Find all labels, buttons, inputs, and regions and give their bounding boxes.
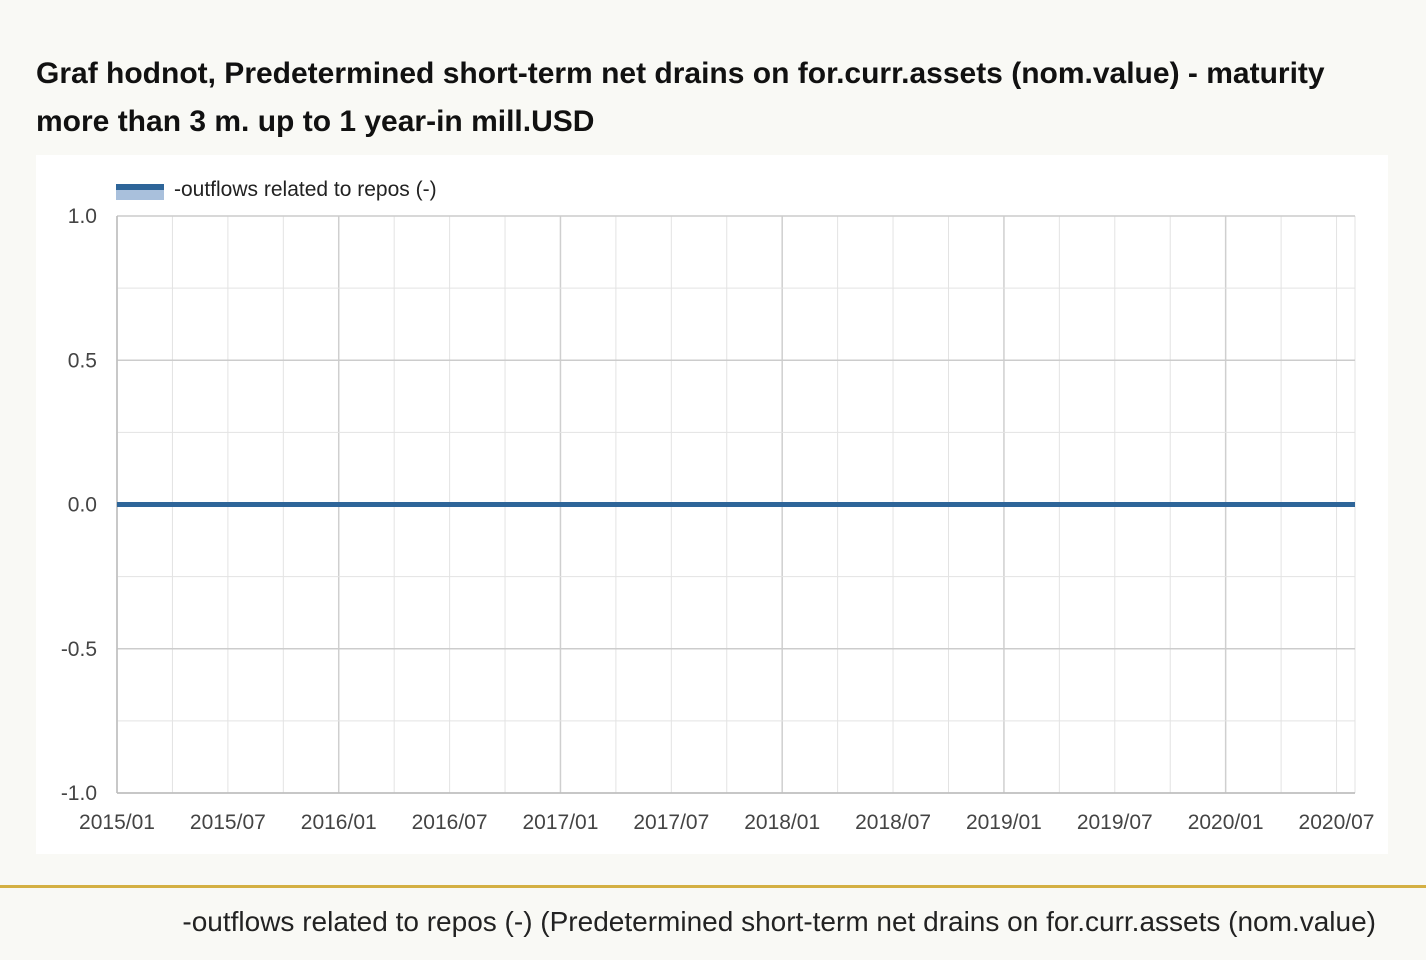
y-tick-label: 1.0 <box>68 205 97 228</box>
x-tick-label: 2018/01 <box>744 811 820 834</box>
chart-title: Graf hodnot, Predetermined short-term ne… <box>36 57 1325 138</box>
legend-swatch-line <box>116 184 164 190</box>
x-tick-label: 2016/07 <box>412 811 488 834</box>
x-tick-label: 2017/01 <box>523 811 599 834</box>
x-tick-label: 2017/07 <box>633 811 709 834</box>
x-tick-label: 2019/01 <box>966 811 1042 834</box>
x-tick-label: 2015/07 <box>190 811 266 834</box>
x-tick-label: 2019/07 <box>1077 811 1153 834</box>
divider <box>0 885 1426 888</box>
x-tick-label: 2020/07 <box>1299 811 1375 834</box>
y-tick-label: 0.0 <box>68 494 97 517</box>
chart-panel: 1.0 0.5 0.0 -0.5 -1.0 2015/01 2015/07 2016/01 20… <box>36 155 1388 854</box>
y-tick-label: 0.5 <box>68 349 97 372</box>
legend[interactable]: -outflows related to repos (-) <box>116 178 437 201</box>
legend-swatch-band <box>116 190 164 200</box>
y-tick-label: -0.5 <box>61 638 97 661</box>
x-tick-label: 2016/01 <box>301 811 377 834</box>
x-tick-label: 2015/01 <box>79 811 155 834</box>
legend-label: -outflows related to repos (-) <box>174 178 437 201</box>
x-tick-label: 2018/07 <box>855 811 931 834</box>
x-tick-label: 2020/01 <box>1188 811 1264 834</box>
y-tick-label: -1.0 <box>61 782 97 805</box>
footer-caption: -outflows related to repos (-) (Predeter… <box>182 906 1376 937</box>
label-layer: 1.0 0.5 0.0 -0.5 -1.0 2015/01 2015/07 2016/01 20… <box>61 205 1375 834</box>
line-chart: 1.0 0.5 0.0 -0.5 -1.0 2015/01 2015/07 2016/01 20… <box>61 178 1375 834</box>
